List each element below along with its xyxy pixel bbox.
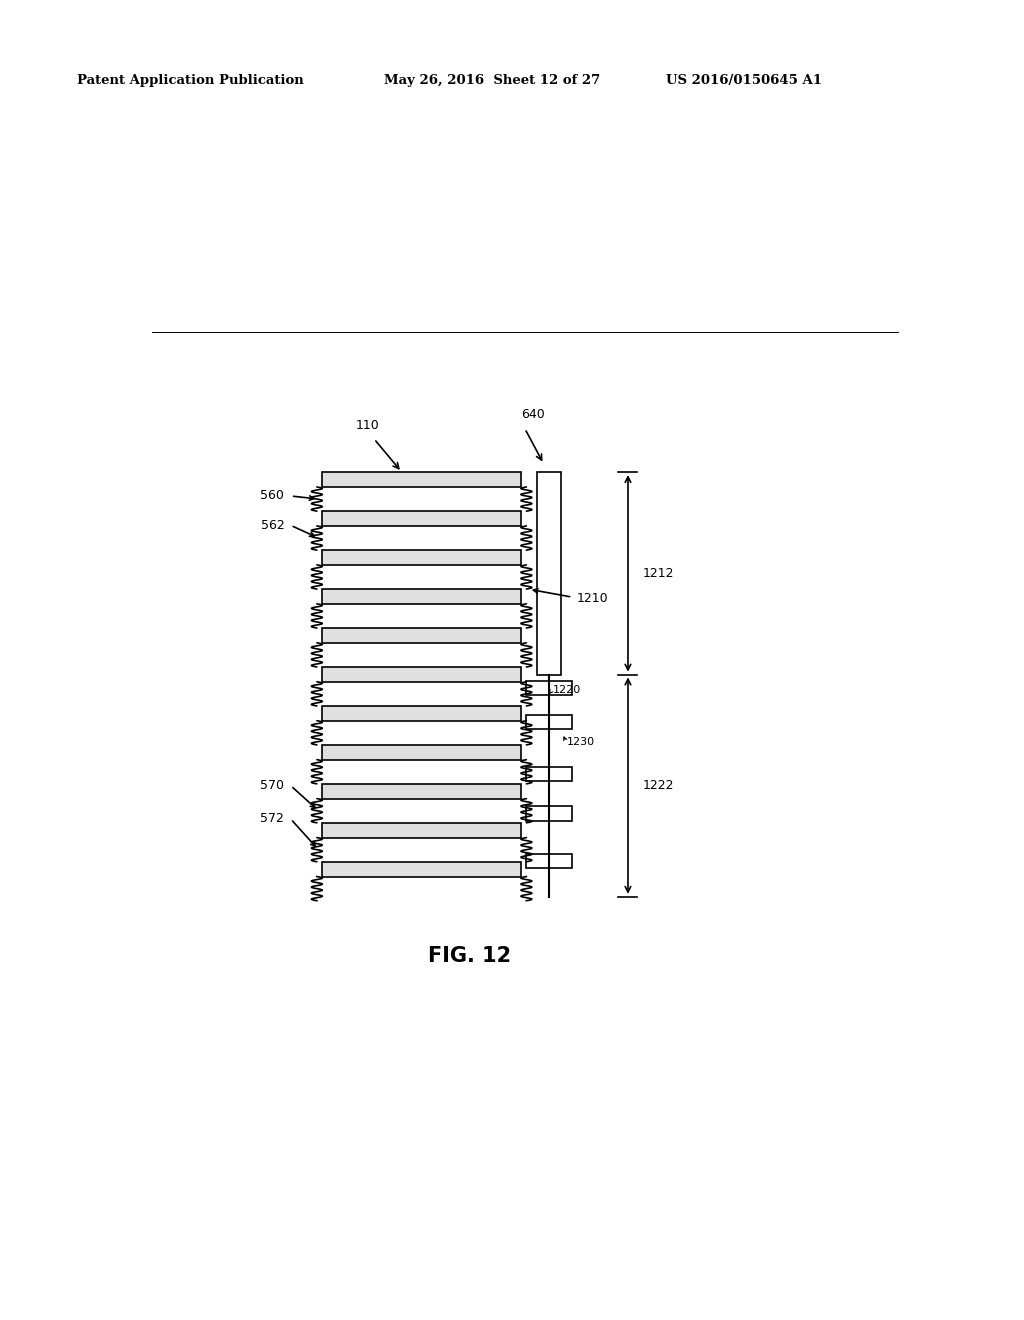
Text: 110: 110 [355, 420, 380, 433]
Bar [525, 854, 571, 869]
Bar [525, 807, 571, 821]
Bar [323, 784, 521, 799]
Text: 1222: 1222 [642, 779, 674, 792]
Text: 1212: 1212 [642, 566, 674, 579]
Bar [323, 706, 521, 721]
Bar [323, 667, 521, 681]
Text: 562: 562 [260, 519, 285, 532]
Text: 1220: 1220 [553, 685, 581, 696]
Text: 1230: 1230 [567, 737, 595, 747]
Text: US 2016/0150645 A1: US 2016/0150645 A1 [666, 74, 821, 87]
Bar [525, 715, 571, 729]
Text: Patent Application Publication: Patent Application Publication [77, 74, 303, 87]
Text: FIG. 12: FIG. 12 [428, 946, 511, 966]
Text: 1210: 1210 [577, 593, 608, 606]
Text: 560: 560 [260, 490, 285, 503]
Text: May 26, 2016  Sheet 12 of 27: May 26, 2016 Sheet 12 of 27 [384, 74, 600, 87]
Text: 570: 570 [260, 779, 285, 792]
Bar [525, 681, 571, 696]
Text: 572: 572 [260, 813, 285, 825]
Bar [323, 589, 521, 603]
Bar [323, 822, 521, 838]
Bar [323, 862, 521, 876]
Bar [323, 628, 521, 643]
Bar [525, 767, 571, 781]
Text: 640: 640 [521, 408, 545, 421]
Bar [323, 473, 521, 487]
Bar [323, 511, 521, 525]
Bar [323, 550, 521, 565]
Bar [537, 473, 560, 675]
Bar [323, 744, 521, 760]
